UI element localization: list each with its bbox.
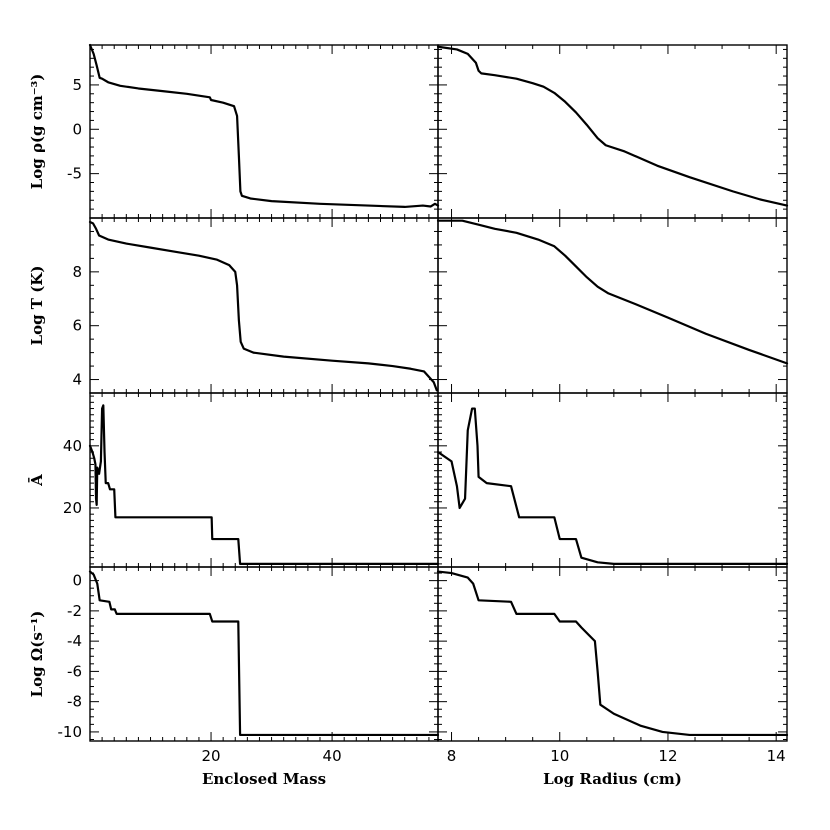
- curve-temperature-mass: [88, 220, 438, 392]
- curve-temperature-radius: [436, 219, 789, 365]
- y-axis-label-angular_velocity: Log Ω(s⁻¹): [28, 611, 46, 698]
- y-axis-label-mean_mass_number: Ā: [27, 474, 46, 487]
- panel-frame-mean_mass_number-radius: [437, 392, 788, 568]
- x-tick-label: 20: [201, 747, 220, 765]
- y-tick-label: 4: [72, 371, 82, 389]
- curve-mean_mass_number-mass: [88, 404, 440, 565]
- x-tick-label: 40: [323, 747, 342, 765]
- x-tick-label: 12: [658, 747, 677, 765]
- curve-angular_velocity-mass: [88, 570, 440, 737]
- x-tick-label: 14: [767, 747, 786, 765]
- panel-frame-angular_velocity-radius: [437, 566, 788, 742]
- axis-ticks: [89, 45, 787, 741]
- y-tick-label: -4: [67, 632, 82, 650]
- curve-mean_mass_number-radius: [436, 407, 789, 565]
- y-tick-label: -5: [67, 165, 82, 183]
- y-axis-label-temperature: Log T (K): [28, 266, 46, 346]
- tick-labels: 5 0 -5 8 6 4 40 20 20 40 8 10 12 14 0 -2 -4 -6 -8 -10: [58, 76, 786, 765]
- curve-angular_velocity-radius: [436, 570, 789, 737]
- curve-density-mass: [88, 43, 440, 209]
- y-tick-label: -10: [58, 723, 83, 741]
- x-axis-label-radius: Log Radius (cm): [543, 770, 682, 788]
- x-axis-label-mass: Enclosed Mass: [202, 770, 326, 788]
- y-tick-label: -6: [67, 662, 82, 680]
- panel-frames: [89, 44, 788, 742]
- panel-frame-angular_velocity-mass: [89, 566, 439, 742]
- y-tick-label: 6: [72, 317, 82, 335]
- y-tick-label: 5: [72, 76, 82, 94]
- panel-frame-density-mass: [89, 44, 439, 219]
- x-tick-label: 8: [447, 747, 457, 765]
- y-tick-label: 0: [72, 120, 82, 138]
- y-tick-label: -2: [67, 602, 82, 620]
- panel-frame-mean_mass_number-mass: [89, 392, 439, 568]
- axis-labels: Log ρ(g cm⁻³) Log T (K) Ā Enclosed Mass Log …: [27, 74, 682, 788]
- x-tick-label: 10: [550, 747, 569, 765]
- curve-density-radius: [436, 45, 789, 207]
- panel-frame-temperature-radius: [437, 217, 788, 394]
- profile-curves: [88, 43, 789, 737]
- panel-frame-temperature-mass: [89, 217, 439, 394]
- y-tick-label: 40: [63, 437, 82, 455]
- y-tick-label: 20: [63, 499, 82, 517]
- y-tick-label: 0: [72, 572, 82, 590]
- y-tick-label: -8: [67, 693, 82, 711]
- y-axis-label-density: Log ρ(g cm⁻³): [28, 74, 46, 190]
- y-tick-label: 8: [72, 263, 82, 281]
